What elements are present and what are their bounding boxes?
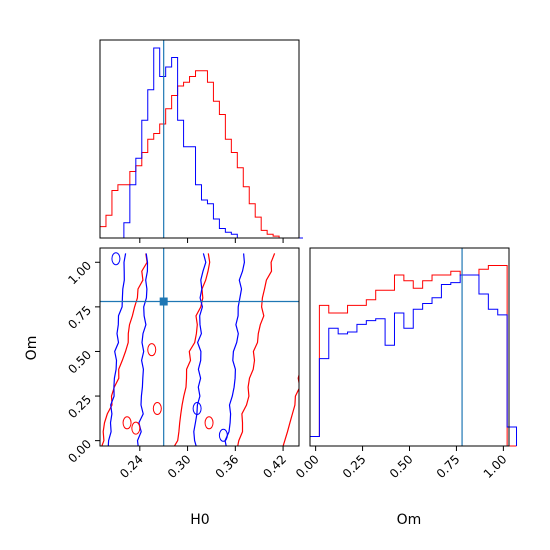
contour-island-7 [147,343,157,357]
om-x-tick-label-4: 1.00 [481,452,510,481]
om-y-tick-label-0: 0.00 [65,437,94,466]
h0-x-tick-label-3: 0.42 [260,452,289,481]
joint-truth-marker [159,297,168,306]
contour-island-5 [204,416,214,430]
om-y-tick-label-1: 0.25 [65,392,94,421]
h0-hist-series-0 [99,70,303,239]
joint-contour-panel: 0.24 0.30 0.36 0.42 0.00 0.25 0.50 0.75 1.00 [65,247,300,481]
om-x-tick-label-1: 0.25 [340,452,369,481]
om-y-tick-label-2: 0.50 [65,348,94,377]
h0-hist-series-1 [100,47,303,239]
blue-contour-inner-left [136,253,149,446]
om-y-tick-label-3: 0.75 [65,303,94,332]
om-x-axis-label: Om [397,512,422,528]
blue-contour-inner-right [193,253,207,446]
om-histogram-panel: 0.00 0.25 0.50 0.75 1.00 [293,247,518,481]
om-x-tick-label-0: 0.00 [293,452,322,481]
red-contour-outer-left [101,253,148,446]
om-y-axis-label: Om [24,336,40,361]
contour-island-0 [111,252,121,266]
joint-contours [101,252,299,446]
h0-x-tick-label-0: 0.24 [117,452,146,481]
om-x-tick-label-2: 0.50 [387,452,416,481]
contour-island-3 [152,402,162,416]
red-contour-inner-left [173,253,211,446]
om-hist-series-1 [309,274,518,446]
om-hist-series-0 [309,265,517,447]
red-contour-outer-right [282,372,299,446]
joint-frame [99,247,300,447]
contour-island-6 [218,428,228,442]
h0-x-tick-label-2: 0.36 [213,452,242,481]
contour-island-2 [131,421,141,435]
h0-x-tick-label-1: 0.30 [165,452,194,481]
blue-contour-outer-left [107,253,127,446]
h0-hist-frame [99,39,300,239]
blue-contour-outer-right [224,253,246,446]
contour-island-4 [192,402,202,416]
om-y-tick-label-4: 1.00 [65,258,94,287]
red-contour-inner-right [237,253,276,446]
om-x-tick-label-3: 0.75 [434,452,463,481]
h0-axis-label: H0 [190,512,209,528]
contour-island-1 [122,416,132,430]
h0-histogram-panel [99,39,303,243]
